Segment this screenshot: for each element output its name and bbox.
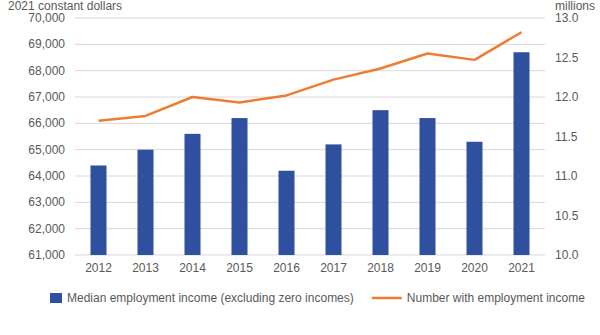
bar: [232, 118, 248, 255]
y-tick-label: 62,000: [28, 222, 65, 236]
bar: [138, 150, 154, 255]
y2-tick: [545, 18, 548, 19]
x-tick-label: 2012: [85, 261, 112, 275]
y-tick-label: 66,000: [28, 116, 65, 130]
bar: [514, 52, 530, 255]
grid-line: [75, 70, 545, 71]
grid-line: [75, 18, 545, 19]
y-tick-label: 61,000: [28, 248, 65, 262]
grid-line: [75, 123, 545, 124]
y2-tick: [545, 57, 548, 58]
x-tick-label: 2017: [320, 261, 347, 275]
x-tick-label: 2016: [273, 261, 300, 275]
y-tick-label: 68,000: [28, 64, 65, 78]
y2-tick: [545, 136, 548, 137]
y-tick-label: 65,000: [28, 143, 65, 157]
y-tick-label: 63,000: [28, 195, 65, 209]
bar: [91, 165, 107, 255]
bar: [373, 110, 389, 255]
y2-tick-label: 10.0: [555, 248, 579, 262]
legend-swatch: [50, 293, 62, 303]
y2-tick: [545, 215, 548, 216]
y2-tick-label: 12.0: [555, 90, 579, 104]
x-tick-label: 2014: [179, 261, 206, 275]
y2-tick-label: 11.0: [555, 169, 578, 183]
legend-swatch: [372, 297, 402, 300]
y-tick-label: 69,000: [28, 37, 65, 51]
y2-tick: [545, 255, 548, 256]
legend-label: Median employment income (excluding zero…: [67, 291, 354, 305]
legend-label: Number with employment income: [407, 291, 585, 305]
x-tick-label: 2018: [367, 261, 394, 275]
x-tick-label: 2021: [508, 261, 535, 275]
y2-axis-title: millions: [555, 0, 595, 13]
grid-line: [75, 44, 545, 45]
y-axis-title: 2021 constant dollars: [8, 0, 122, 13]
bar: [420, 118, 436, 255]
bar: [185, 134, 201, 255]
bar: [467, 142, 483, 255]
y-tick-label: 70,000: [28, 11, 65, 25]
x-tick-label: 2020: [461, 261, 488, 275]
x-tick-label: 2015: [226, 261, 253, 275]
y2-tick-label: 13.0: [555, 11, 579, 25]
grid-line: [75, 97, 545, 98]
line: [99, 32, 522, 120]
y-tick-label: 67,000: [28, 90, 65, 104]
x-tick-label: 2019: [414, 261, 441, 275]
y2-tick-label: 12.5: [555, 51, 579, 65]
x-tick-label: 2013: [132, 261, 159, 275]
chart: 61,000 62,000 63,000 64,000 65,000 66,000 67,0…: [0, 0, 600, 335]
y-tick-label: 64,000: [28, 169, 65, 183]
y2-tick-label: 11.5: [555, 130, 578, 144]
plot-area: [91, 32, 530, 255]
y2-tick: [545, 176, 548, 177]
y2-tick: [545, 97, 548, 98]
bar: [279, 171, 295, 255]
y2-tick-label: 10.5: [555, 209, 579, 223]
bar: [326, 144, 342, 255]
